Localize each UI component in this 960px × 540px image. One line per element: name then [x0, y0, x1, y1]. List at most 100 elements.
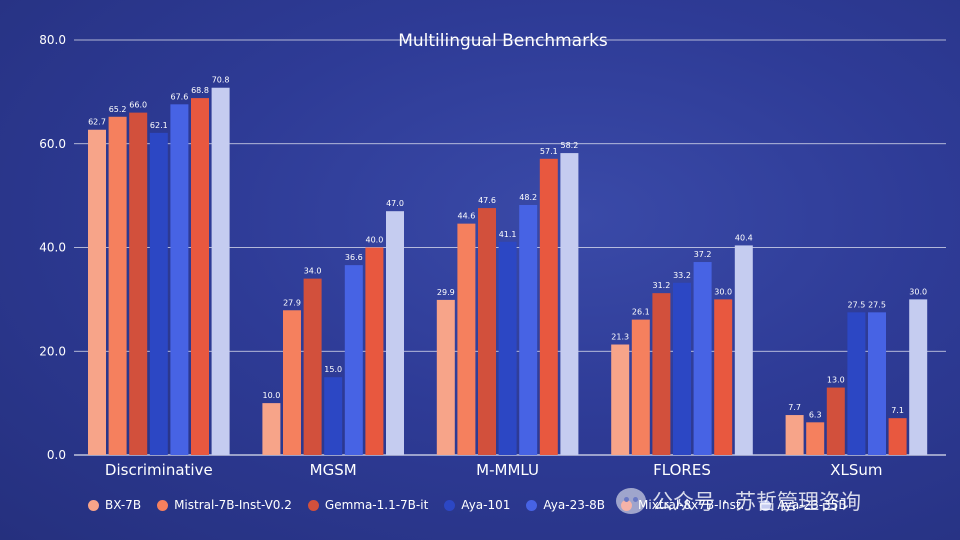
- wechat-icon: [616, 488, 646, 514]
- value-label: 6.3: [809, 410, 822, 419]
- legend-item-mistral: Mistral-7B-Inst-V0.2: [157, 498, 292, 512]
- y-tick-label: 80.0: [39, 33, 66, 47]
- value-label: 27.5: [847, 300, 865, 309]
- value-label: 40.0: [365, 236, 383, 245]
- value-label: 36.6: [345, 253, 363, 262]
- bar: [560, 153, 579, 455]
- x-category-label: FLORES: [653, 461, 711, 479]
- value-label: 27.5: [868, 300, 886, 309]
- bar: [211, 87, 230, 455]
- bar: [170, 104, 189, 455]
- bar: [714, 299, 733, 455]
- bar: [693, 262, 712, 455]
- legend-label: Mixtral-8x7B-Inst.: [638, 498, 745, 512]
- bar: [806, 422, 825, 455]
- bar: [344, 265, 363, 455]
- x-category-label: XLSum: [830, 461, 882, 479]
- bar: [88, 129, 106, 455]
- value-label: 48.2: [519, 193, 537, 202]
- value-label: 21.3: [611, 333, 629, 342]
- value-label: 27.9: [283, 298, 301, 307]
- legend-label: Aya-101: [461, 498, 511, 512]
- bar: [888, 418, 907, 455]
- value-label: 62.1: [150, 121, 168, 130]
- value-label: 44.6: [457, 212, 475, 221]
- legend-label: Mistral-7B-Inst-V0.2: [174, 498, 292, 512]
- bar: [283, 310, 301, 455]
- bar: [631, 319, 650, 455]
- value-label: 34.0: [304, 267, 322, 276]
- bar: [457, 223, 476, 455]
- value-label: 65.2: [109, 105, 127, 114]
- legend-swatch: [526, 499, 538, 511]
- bar: [909, 299, 928, 455]
- y-tick-label: 20.0: [39, 344, 66, 358]
- value-label: 41.1: [499, 230, 517, 239]
- value-label: 7.1: [891, 406, 904, 415]
- legend-item-aya-23-8b: Aya-23-8B: [526, 498, 605, 512]
- value-label: 10.0: [262, 391, 280, 400]
- value-label: 13.0: [827, 376, 845, 385]
- watermark-text: 公众号 · 苏哲管理咨询: [652, 490, 862, 514]
- bar: [847, 312, 866, 455]
- value-label: 58.2: [560, 141, 578, 150]
- legend-label: BX-7B: [105, 498, 142, 512]
- bar: [108, 116, 127, 456]
- bar: [734, 245, 753, 455]
- value-labels: 62.765.2 66.0 62.1 67.668.870.8 10.0 27.9 34.0…: [88, 76, 927, 420]
- legend-label: Gemma-1.1-7B-it: [324, 498, 429, 512]
- bar: [673, 282, 691, 455]
- legend: BX-7B Mistral-7B-Inst-V0.2 Gemma-1.1-7B-…: [88, 494, 847, 516]
- bar: [652, 293, 671, 455]
- legend-label: Aya-23-8B: [543, 498, 606, 512]
- x-category-label: Discriminative: [105, 461, 213, 479]
- value-label: 29.9: [437, 288, 455, 297]
- value-label: 33.2: [673, 271, 691, 280]
- bar: [324, 377, 343, 455]
- bar: [539, 158, 558, 455]
- y-axis-ticks: 0.0 20.0 40.0 60.0 80.0: [39, 33, 66, 462]
- value-label: 70.8: [212, 76, 230, 85]
- legend-item-aya-23-35b: Aya-23-35B: [760, 498, 847, 512]
- bar: [611, 344, 630, 455]
- value-label: 57.1: [540, 147, 558, 156]
- bar: [365, 247, 384, 455]
- legend-swatch: [444, 499, 456, 511]
- value-label: 26.1: [632, 308, 650, 317]
- value-label: 30.0: [714, 287, 732, 296]
- value-label: 66.0: [129, 101, 147, 110]
- bar: [519, 204, 538, 455]
- bar: [436, 299, 455, 455]
- value-label: 31.2: [652, 281, 670, 290]
- bar: [262, 403, 281, 455]
- bar: [129, 112, 148, 455]
- bar: [478, 208, 496, 455]
- value-label: 62.7: [88, 118, 106, 127]
- bar: [303, 278, 322, 455]
- legend-swatch: [307, 499, 319, 511]
- y-tick-label: 0.0: [47, 448, 66, 462]
- y-tick-label: 40.0: [39, 241, 66, 255]
- bar: [498, 241, 517, 455]
- watermark: 公众号 · 苏哲管理咨询: [616, 484, 861, 518]
- legend-item-gemma: Gemma-1.1-7B-it: [307, 498, 429, 512]
- value-label: 40.4: [735, 233, 753, 242]
- value-label: 47.6: [478, 196, 496, 205]
- value-label: 30.0: [909, 287, 927, 296]
- legend-swatch: [88, 499, 99, 511]
- legend-swatch: [760, 499, 772, 511]
- x-category-label: M-MMLU: [476, 461, 539, 479]
- legend-label: Aya-23-35B: [777, 498, 847, 512]
- chart-title: Multilingual Benchmarks: [398, 31, 608, 51]
- legend-swatch: [157, 499, 169, 511]
- bar: [386, 211, 404, 455]
- bar: [826, 387, 845, 455]
- value-label: 47.0: [386, 199, 404, 208]
- x-category-label: MGSM: [310, 461, 357, 479]
- bar: [149, 132, 168, 455]
- y-tick-label: 60.0: [39, 137, 66, 151]
- value-label: 37.2: [694, 250, 712, 259]
- legend-item-aya-101: Aya-101: [444, 498, 510, 512]
- bar: [785, 415, 804, 455]
